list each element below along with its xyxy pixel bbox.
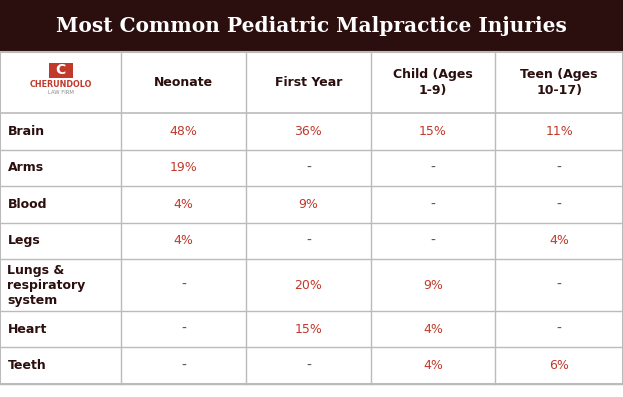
Text: Lungs &
respiratory
system: Lungs & respiratory system <box>7 264 86 306</box>
Text: Child (Ages
1-9): Child (Ages 1-9) <box>393 68 473 97</box>
Text: -: - <box>557 161 561 175</box>
Text: 19%: 19% <box>170 162 197 174</box>
Text: 4%: 4% <box>174 235 194 247</box>
Text: Neonate: Neonate <box>155 76 213 89</box>
Text: -: - <box>306 358 311 373</box>
Text: -: - <box>557 278 561 292</box>
Text: -: - <box>557 322 561 336</box>
FancyBboxPatch shape <box>0 52 623 113</box>
Text: 11%: 11% <box>545 125 573 138</box>
Text: 4%: 4% <box>423 323 443 335</box>
Text: -: - <box>430 197 435 212</box>
Text: 15%: 15% <box>419 125 447 138</box>
Text: -: - <box>430 234 435 248</box>
Text: Brain: Brain <box>7 125 45 138</box>
Text: -: - <box>181 278 186 292</box>
Text: Arms: Arms <box>7 162 44 174</box>
Text: 15%: 15% <box>295 323 322 335</box>
Text: 4%: 4% <box>423 359 443 372</box>
Text: Blood: Blood <box>7 198 47 211</box>
Text: -: - <box>557 197 561 212</box>
FancyBboxPatch shape <box>0 0 623 52</box>
Text: Legs: Legs <box>7 235 40 247</box>
Text: 6%: 6% <box>549 359 569 372</box>
Text: 4%: 4% <box>174 198 194 211</box>
Text: CHERUNDOLO: CHERUNDOLO <box>29 80 92 89</box>
Text: -: - <box>306 161 311 175</box>
Text: LAW FIRM: LAW FIRM <box>48 90 74 95</box>
Text: 48%: 48% <box>170 125 197 138</box>
Text: Teeth: Teeth <box>7 359 46 372</box>
Text: 20%: 20% <box>295 279 322 291</box>
Text: Most Common Pediatric Malpractice Injuries: Most Common Pediatric Malpractice Injuri… <box>56 16 567 36</box>
Text: C: C <box>55 63 66 77</box>
Text: 9%: 9% <box>423 279 443 291</box>
Text: 9%: 9% <box>298 198 318 211</box>
Text: -: - <box>181 358 186 373</box>
Text: -: - <box>306 234 311 248</box>
Text: First Year: First Year <box>275 76 342 89</box>
Text: Heart: Heart <box>7 323 47 335</box>
Text: -: - <box>181 322 186 336</box>
Text: -: - <box>430 161 435 175</box>
FancyBboxPatch shape <box>49 62 72 78</box>
Text: 36%: 36% <box>295 125 322 138</box>
Text: 4%: 4% <box>549 235 569 247</box>
Text: Teen (Ages
10-17): Teen (Ages 10-17) <box>520 68 598 97</box>
